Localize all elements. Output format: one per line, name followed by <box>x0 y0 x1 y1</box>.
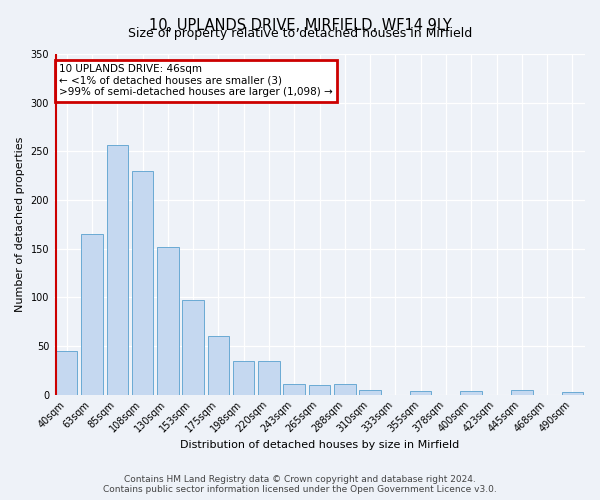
Bar <box>283 384 305 394</box>
Bar <box>410 391 431 394</box>
Bar <box>562 392 583 394</box>
Bar <box>182 300 204 394</box>
Bar <box>132 171 153 394</box>
Bar <box>359 390 381 394</box>
Bar <box>107 144 128 394</box>
Bar <box>460 391 482 394</box>
Bar <box>208 336 229 394</box>
Text: Contains HM Land Registry data © Crown copyright and database right 2024.
Contai: Contains HM Land Registry data © Crown c… <box>103 474 497 494</box>
Bar <box>157 246 179 394</box>
Text: 10, UPLANDS DRIVE, MIRFIELD, WF14 9LY: 10, UPLANDS DRIVE, MIRFIELD, WF14 9LY <box>149 18 451 32</box>
Bar <box>258 360 280 394</box>
Bar <box>56 351 77 395</box>
Bar <box>233 360 254 394</box>
Bar <box>81 234 103 394</box>
Text: 10 UPLANDS DRIVE: 46sqm
← <1% of detached houses are smaller (3)
>99% of semi-de: 10 UPLANDS DRIVE: 46sqm ← <1% of detache… <box>59 64 333 98</box>
X-axis label: Distribution of detached houses by size in Mirfield: Distribution of detached houses by size … <box>180 440 459 450</box>
Bar <box>334 384 356 394</box>
Bar <box>511 390 533 394</box>
Bar <box>309 385 330 394</box>
Y-axis label: Number of detached properties: Number of detached properties <box>15 136 25 312</box>
Text: Size of property relative to detached houses in Mirfield: Size of property relative to detached ho… <box>128 28 472 40</box>
